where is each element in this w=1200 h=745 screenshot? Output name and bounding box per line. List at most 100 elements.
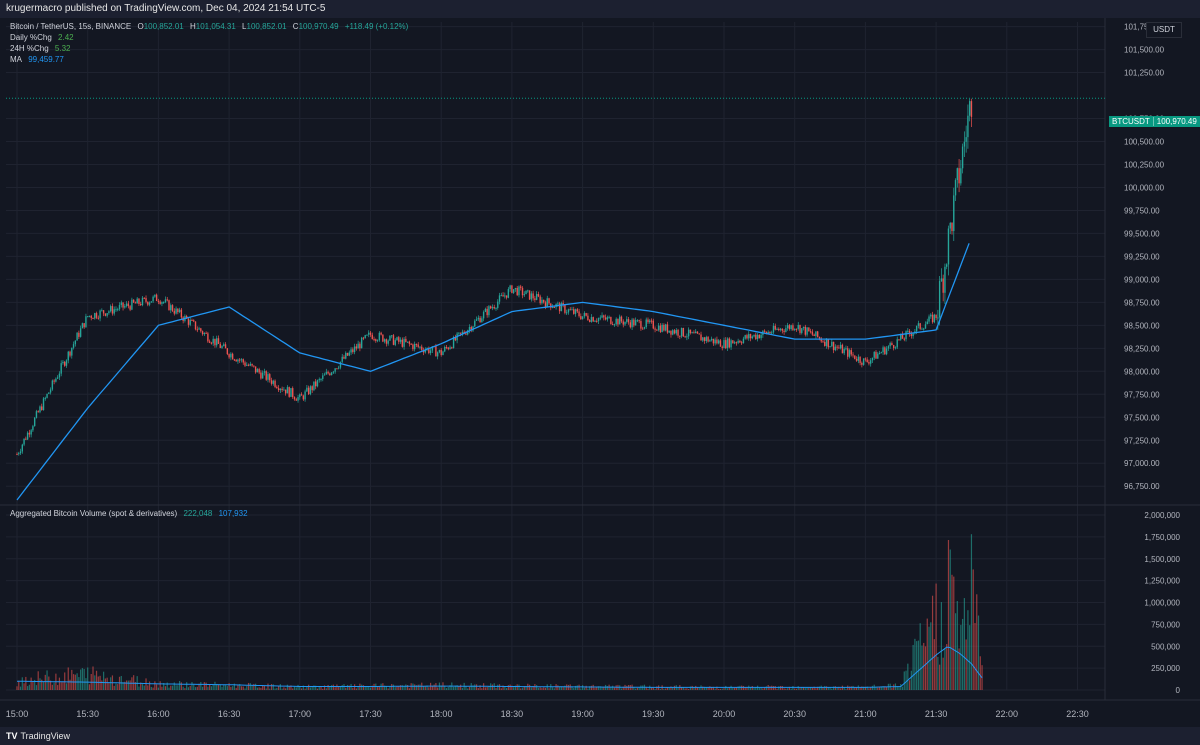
volume-bar [831,688,833,690]
candle-body [961,146,964,169]
candle-body [454,337,457,341]
candle-body [534,298,536,300]
volume-bar [256,687,258,690]
volume-bar [129,680,131,690]
candle-body [392,335,395,345]
volume-bar [210,686,213,690]
volume-bar [511,685,513,690]
candle-body [737,340,739,343]
candle-body [311,386,313,391]
candle-body [150,301,153,303]
candle-body [938,281,941,318]
volume-bar [295,687,297,690]
volume-bar [931,595,934,690]
footer-brand[interactable]: TradingView [20,731,71,741]
candle-body [958,168,960,184]
candle-body [801,328,803,333]
volume-bar [313,685,315,690]
volume-bar [742,685,745,690]
candle-body [735,342,738,344]
candle-body [806,327,808,335]
volume-bar [797,686,799,690]
tradingview-logo-icon[interactable]: TV [6,731,18,741]
candle-body [307,387,310,395]
candle-body [124,305,126,308]
candle-body [125,303,128,306]
candle-body [758,334,761,339]
volume-bar [714,688,716,690]
volume-bar [173,682,175,690]
volume-bar [652,687,654,690]
volume-bar [403,686,405,690]
volume-bar [886,687,888,690]
candle-body [654,328,656,330]
volume-bar [196,686,198,690]
volume-bar [80,669,82,690]
price-tag-value: 100,970.49 [1156,117,1197,126]
volume-bar [937,656,939,690]
volume-bar [138,686,140,690]
candle-body [739,340,741,343]
volume-bar [772,686,775,690]
volume-bar [930,622,932,690]
price-tick-label: 99,500.00 [1124,229,1160,238]
price-tick-label: 99,000.00 [1124,275,1160,284]
candle-body [83,323,85,328]
candle-body [470,327,472,331]
candle-body [131,299,133,310]
volume-bar [334,687,336,690]
volume-bar [263,685,266,690]
volume-bar [725,685,727,690]
candle-body [380,332,382,335]
candle-body [636,320,639,322]
volume-bar [323,685,326,690]
candle-body [315,381,317,387]
candle-body [281,388,283,391]
candle-body [753,334,755,337]
candle-body [447,347,449,350]
candle-body [336,368,338,370]
volume-bar [156,684,158,690]
volume-bar [304,688,306,690]
candle-body [71,347,73,356]
candle-body [415,343,418,345]
chart-grid [0,18,1200,701]
candle-body [62,361,64,364]
volume-bar [719,688,722,690]
last-price-tag: BTCUSDT 100,970.49 [1109,116,1200,127]
volume-tick-label: 1,000,000 [1144,599,1180,608]
candle-body [564,304,566,313]
time-tick-label: 22:00 [996,709,1019,719]
volume-bar [201,686,204,690]
candle-body [369,332,372,335]
volume-bar [311,686,313,690]
volume-bar [548,688,550,690]
volume-bar [732,687,734,690]
candle-body [548,298,550,304]
candle-body [900,334,902,340]
volume-bar [336,684,338,690]
volume-ma-series-line [17,646,983,688]
volume-bar [497,684,499,690]
volume-bar [870,687,872,690]
candle-body [661,324,663,333]
volume-bar [665,688,667,690]
volume-bar [903,671,905,690]
volume-bar [207,686,209,690]
volume-bar [861,686,863,690]
h24-label: 24H %Chg [10,44,49,53]
volume-bar [233,683,236,690]
candle-body [497,301,499,308]
candle-body [260,372,262,379]
currency-unit-button[interactable]: USDT [1146,22,1182,38]
volume-bar [292,688,294,690]
price-tick-label: 100,500.00 [1124,138,1165,147]
volume-bar [755,687,757,690]
time-tick-label: 20:00 [713,709,736,719]
volume-bar [217,684,220,690]
volume-bar [320,686,322,690]
volume-bar [341,684,343,690]
price-tick-label: 98,000.00 [1124,367,1160,376]
volume-bar [716,686,718,690]
